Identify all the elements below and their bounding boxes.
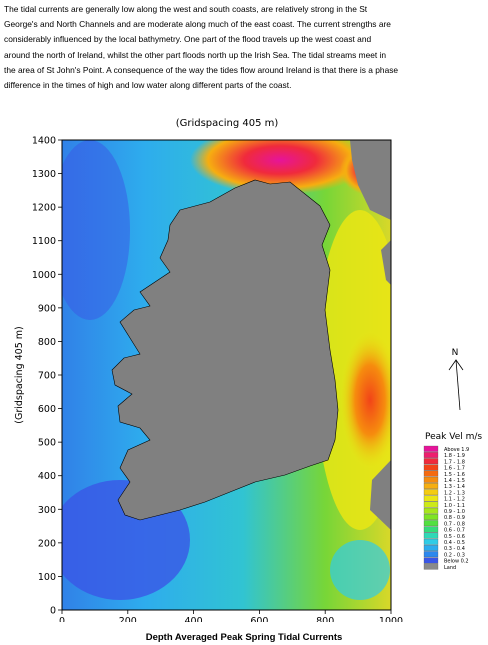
legend-swatch [423, 526, 439, 533]
legend-label: 0.3 - 0.4 [444, 546, 465, 552]
north-arrow-shaft [455, 359, 461, 411]
legend-label: Land [444, 565, 456, 571]
southeast-zone [330, 540, 390, 600]
body-paragraph: The tidal currents are generally low alo… [4, 2, 488, 93]
top-axis-title: (Gridspacing 405 m) [176, 118, 279, 129]
x-tick-label: 200 [119, 616, 137, 622]
north-label: N [452, 348, 459, 358]
legend-swatch [423, 470, 439, 477]
ireland-land [111, 179, 339, 521]
legend-title: Peak Vel m/s [425, 432, 482, 442]
wales-land [370, 460, 391, 530]
tidal-current-map: (Gridspacing 405 m) 0 200 400 600 800 1000 0 1… [14, 118, 482, 627]
y-tick-label: 1400 [32, 136, 56, 147]
legend-swatch [423, 538, 439, 545]
y-tick-label: 700 [38, 371, 56, 382]
paragraph-line: considerably influenced by the local bat… [4, 34, 372, 45]
isle-of-man-land [381, 240, 391, 285]
legend-swatch [423, 489, 439, 496]
y-tick-label: 400 [38, 471, 56, 482]
y-tick-label: 600 [38, 404, 56, 415]
legend-label: 1.0 - 1.1 [444, 503, 465, 509]
legend-swatch [423, 507, 439, 514]
y-axis: 0 100 200 300 400 500 600 700 800 900 1000 1100 1200… [32, 136, 62, 617]
figure-caption: Depth Averaged Peak Spring Tidal Current… [145, 632, 343, 643]
legend-label: 0.4 - 0.5 [444, 540, 465, 546]
legend-label: 1.7 - 1.8 [444, 459, 465, 465]
legend-swatch [423, 557, 439, 564]
legend-swatch [423, 452, 439, 458]
legend-label: 0.7 - 0.8 [444, 521, 465, 527]
legend-label: 1.8 - 1.9 [444, 453, 465, 459]
y-tick-label: 1100 [32, 236, 56, 247]
x-tick-label: 800 [316, 616, 334, 622]
y-tick-label: 300 [38, 505, 56, 516]
current-field [62, 140, 391, 610]
legend-swatch [423, 514, 439, 520]
legend-label: 1.3 - 1.4 [444, 484, 465, 490]
x-tick-label: 600 [250, 616, 268, 622]
y-tick-label: 800 [38, 337, 56, 348]
legend-swatch [423, 464, 439, 471]
legend-label: 0.9 - 1.0 [444, 509, 465, 515]
legend-label: 1.1 - 1.2 [444, 497, 465, 503]
y-axis-title: (Gridspacing 405 m) [14, 326, 25, 424]
y-tick-label: 1300 [32, 169, 56, 180]
legend-label: 0.5 - 0.6 [444, 534, 465, 540]
legend-swatch [423, 495, 439, 502]
legend-swatch [423, 551, 439, 558]
legend-label: Above 1.9 [444, 447, 469, 453]
legend-label: 1.2 - 1.3 [444, 490, 465, 496]
paragraph-line: The tidal currents are generally low alo… [4, 4, 368, 14]
paragraph-line: difference in the times of high and low … [4, 79, 292, 90]
y-tick-label: 900 [38, 303, 56, 314]
paragraph-line: the area of St John's Point. A consequen… [4, 64, 399, 75]
legend-label: 1.5 - 1.6 [444, 472, 465, 478]
paragraph-line: George's and North Channels and are mode… [4, 19, 391, 30]
legend-swatch [423, 532, 439, 539]
legend-label: 0.6 - 0.7 [444, 528, 465, 534]
x-axis: 0 200 400 600 800 1000 [59, 610, 403, 627]
legend-label: 1.4 - 1.5 [444, 478, 465, 484]
legend-swatch [423, 501, 439, 508]
north-arrow: N [448, 348, 464, 411]
legend-swatch [423, 520, 439, 527]
legend-swatch [423, 545, 439, 551]
legend-label: 0.8 - 0.9 [444, 515, 465, 521]
legend-swatch [423, 476, 439, 483]
scotland-land [350, 140, 391, 220]
velocity-legend: Above 1.91.8 - 1.91.7 - 1.81.6 - 1.71.5 … [423, 445, 469, 571]
legend-swatch [423, 445, 439, 452]
tidal-current-figure: (Gridspacing 405 m) 0 200 400 600 800 1000 0 1… [0, 110, 488, 627]
west-low-zone [62, 140, 130, 320]
x-tick-label: 0 [59, 616, 65, 622]
y-tick-label: 1000 [32, 270, 56, 281]
legend-swatch [423, 458, 439, 465]
legend-label: 1.6 - 1.7 [444, 466, 465, 472]
y-tick-label: 0 [50, 606, 56, 617]
y-tick-label: 1200 [32, 203, 56, 214]
legend-label: 0.2 - 0.3 [444, 552, 465, 558]
x-tick-label: 400 [185, 616, 203, 622]
north-arrow-head [448, 359, 464, 371]
legend-swatch [423, 483, 439, 489]
y-tick-label: 200 [38, 538, 56, 549]
east-hot-zone [340, 330, 391, 470]
legend-swatch [423, 563, 439, 570]
legend-label: Below 0.2 [444, 559, 469, 565]
x-tick-label: 1000 [379, 616, 403, 622]
paragraph-line: around the north of Ireland, whilst the … [4, 49, 387, 60]
y-tick-label: 100 [38, 572, 56, 583]
north-channel-hot-zone [190, 140, 370, 195]
y-tick-label: 500 [38, 438, 56, 449]
